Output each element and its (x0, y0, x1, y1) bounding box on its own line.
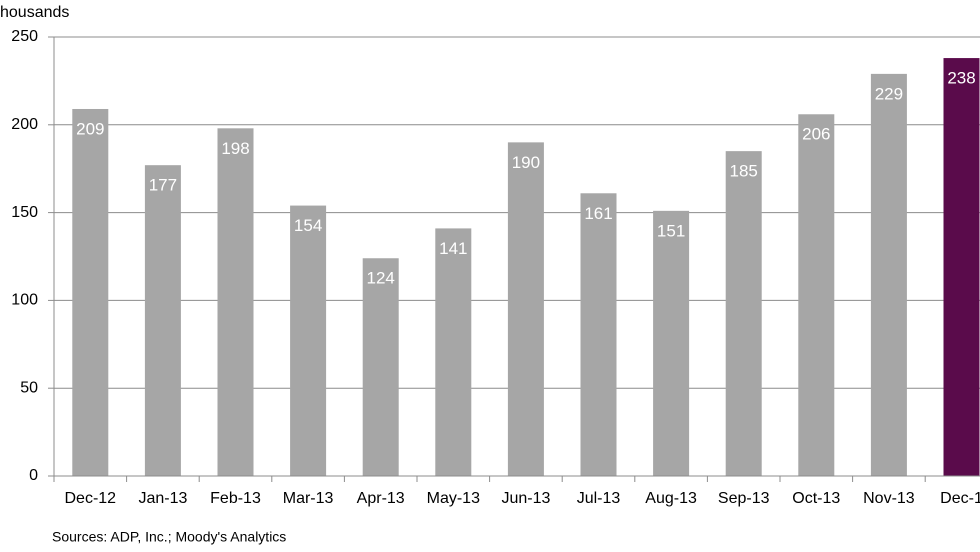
bar (725, 151, 762, 476)
x-tick-label: Nov-13 (863, 490, 915, 507)
x-tick-label: Oct-13 (792, 490, 840, 507)
value-label: 177 (149, 176, 177, 195)
bar (507, 142, 544, 477)
y-tick-label: 100 (11, 292, 38, 309)
value-label: 161 (584, 204, 612, 223)
value-label: 154 (294, 216, 322, 235)
value-label: 209 (76, 119, 104, 138)
value-label: 151 (657, 221, 685, 240)
bar (362, 258, 399, 476)
bar (943, 58, 980, 477)
bar (870, 73, 907, 476)
y-tick-label: 200 (11, 116, 38, 133)
x-tick-label: Mar-13 (283, 490, 334, 507)
value-label: 141 (439, 239, 467, 258)
y-tick-label: 150 (11, 204, 38, 221)
x-tick-label: Jun-13 (501, 490, 550, 507)
y-tick-label: 250 (11, 28, 38, 45)
x-tick-label: Jul-13 (577, 490, 621, 507)
bar (580, 193, 617, 476)
x-tick-label: Apr-13 (357, 490, 405, 507)
value-label: 238 (947, 69, 975, 88)
bar (217, 128, 254, 476)
value-label: 229 (875, 84, 903, 103)
bar (144, 165, 181, 477)
bar (72, 108, 109, 476)
y-tick-label: 0 (29, 467, 38, 484)
x-tick-label: Sep-13 (718, 490, 770, 507)
bar (798, 114, 835, 476)
value-label: 185 (730, 162, 758, 181)
x-tick-label: Aug-13 (645, 490, 697, 507)
x-tick-label: Dec-1 (940, 490, 980, 507)
value-label: 124 (367, 269, 395, 288)
x-tick-label: Jan-13 (138, 490, 187, 507)
value-label: 206 (802, 125, 830, 144)
y-tick-label: 50 (20, 379, 38, 396)
value-label: 190 (512, 153, 540, 172)
bar (653, 210, 690, 476)
x-tick-label: May-13 (427, 490, 480, 507)
bar (290, 205, 327, 477)
source-note: Sources: ADP, Inc.; Moody's Analytics (52, 529, 286, 545)
value-label: 198 (221, 139, 249, 158)
y-axis-label: housands (0, 4, 69, 21)
bar (435, 228, 472, 476)
x-tick-label: Dec-12 (65, 490, 117, 507)
x-tick-label: Feb-13 (210, 490, 261, 507)
